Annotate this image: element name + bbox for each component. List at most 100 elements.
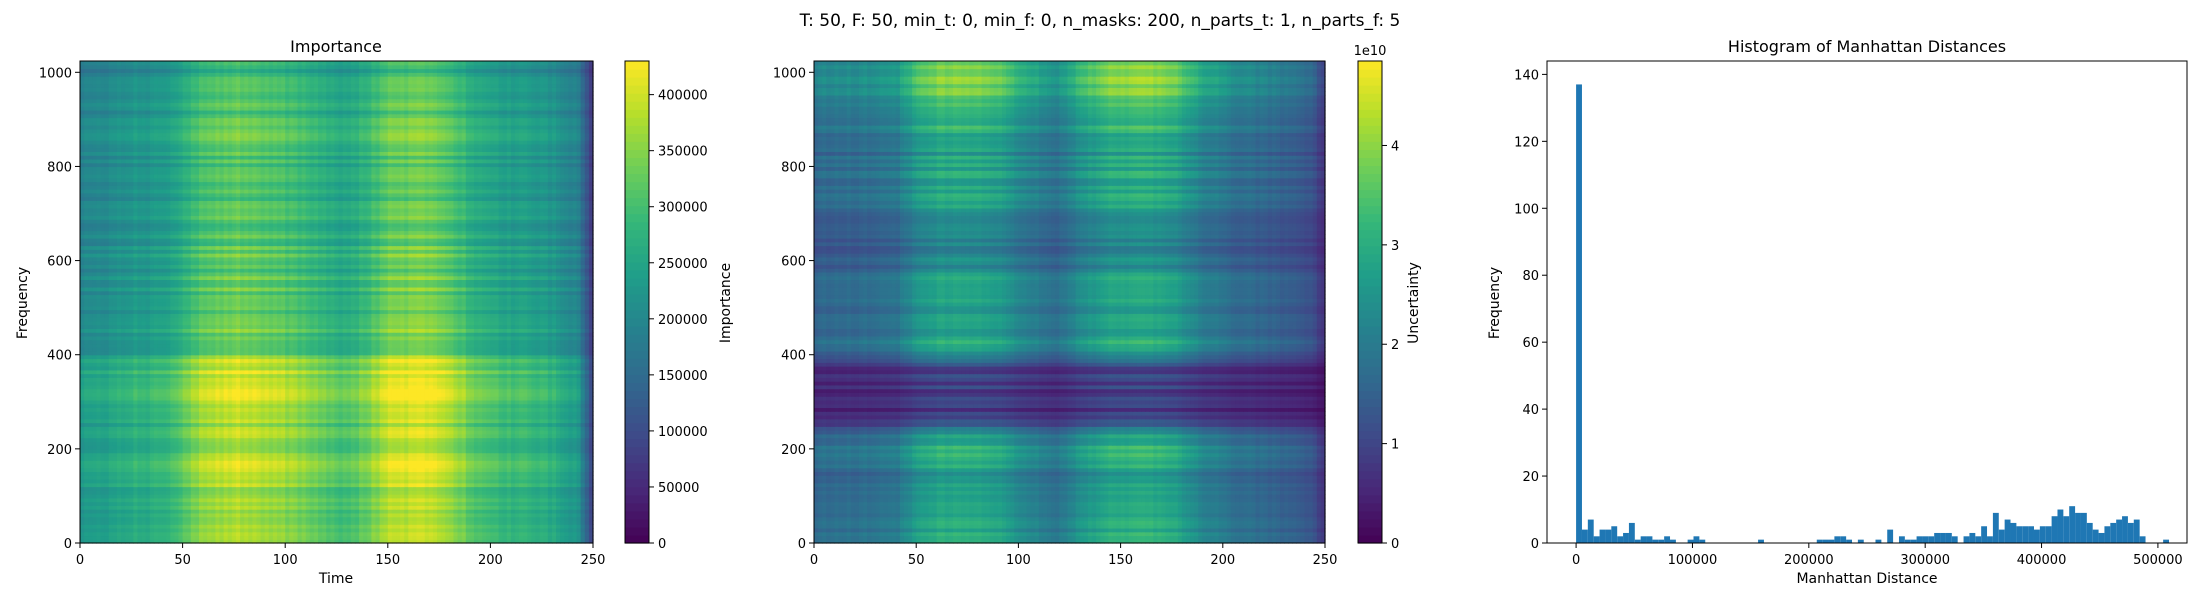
importance-heatmap-cell [502,520,508,525]
importance-heatmap-cell [223,531,229,537]
importance-heatmap-cell [313,516,319,522]
importance-heatmap-cell [305,516,311,522]
importance-heatmap-cell [354,392,360,397]
importance-heatmap-cell [588,399,594,405]
importance-heatmap-cell [268,411,274,416]
importance-heatmap-cell [564,452,569,457]
importance-heatmap-cell [100,486,106,491]
importance-heatmap-cell [420,426,426,431]
importance-heatmap-cell [309,535,315,540]
importance-heatmap-cell [84,524,89,529]
importance-heatmap-cell [248,531,253,537]
importance-heatmap-cell [256,501,262,506]
importance-heatmap-cell [293,392,299,397]
importance-heatmap-cell [235,539,241,544]
importance-heatmap-cell [326,494,331,499]
importance-heatmap-cell [404,524,409,529]
importance-heatmap-cell [268,430,274,435]
importance-heatmap-cell [112,482,118,488]
importance-heatmap-cell [194,463,200,469]
importance-heatmap-cell [133,520,139,525]
importance-heatmap-cell [330,524,336,529]
importance-heatmap-cell [215,539,221,544]
importance-heatmap-cell [293,437,299,442]
importance-heatmap-cell [424,505,430,510]
importance-heatmap-cell [276,490,282,495]
importance-heatmap-cell [313,478,319,484]
importance-heatmap-cell [141,433,147,439]
importance-heatmap-cell [482,392,487,397]
importance-heatmap-cell [547,396,553,401]
importance-heatmap-cell [305,531,311,537]
importance-heatmap-cell [568,407,574,412]
importance-heatmap-cell [227,411,233,416]
importance-heatmap-cell [469,471,475,476]
importance-heatmap-cell [551,399,557,405]
importance-heatmap-cell [342,535,348,540]
importance-heatmap-cell [535,414,541,420]
importance-heatmap-cell [289,520,294,525]
importance-heatmap-cell [408,494,414,499]
importance-heatmap-cell [580,426,586,431]
importance-heatmap-cell [330,448,336,454]
importance-heatmap-cell [383,448,389,454]
importance-heatmap-cell [576,399,582,405]
importance-heatmap-cell [473,482,479,488]
importance-heatmap-cell [248,535,253,540]
importance-heatmap-cell [80,456,85,461]
importance-heatmap-cell [207,448,212,454]
importance-heatmap-cell [125,520,130,525]
importance-heatmap-cell [293,411,299,416]
importance-heatmap-cell [133,399,139,405]
importance-heatmap-cell [416,418,422,424]
importance-heatmap-cell [391,399,397,405]
importance-heatmap-cell [305,437,311,442]
importance-heatmap-cell [379,407,385,412]
importance-heatmap-cell [326,516,331,522]
importance-heatmap-cell [318,516,323,522]
importance-heatmap-cell [588,486,594,491]
importance-heatmap-cell [203,418,208,424]
importance-heatmap-cell [371,505,377,510]
importance-heatmap-cell [539,539,545,544]
importance-heatmap-cell [506,478,512,484]
importance-heatmap-cell [334,494,340,499]
importance-heatmap-cell [207,456,212,461]
importance-heatmap-cell [129,396,134,401]
importance-heatmap-cell [244,512,249,518]
importance-heatmap-cell [157,505,163,510]
importance-heatmap-cell [252,430,258,435]
importance-heatmap-cell [502,392,508,397]
importance-heatmap-cell [416,520,422,525]
importance-heatmap-cell [453,490,459,495]
importance-heatmap-cell [137,426,143,431]
importance-heatmap-cell [223,418,229,424]
importance-heatmap-cell [272,437,278,442]
importance-heatmap-cell [350,445,356,450]
importance-heatmap-cell [453,505,459,510]
importance-heatmap-cell [326,505,331,510]
importance-heatmap-cell [178,448,184,454]
importance-heatmap-cell [133,426,139,431]
importance-heatmap-cell [92,527,98,533]
importance-heatmap-cell [289,414,294,420]
importance-heatmap-cell [190,501,196,506]
importance-heatmap-cell [240,490,245,495]
importance-heatmap-cell [490,399,496,405]
importance-heatmap-cell [199,422,204,427]
importance-heatmap-cell [342,460,348,465]
importance-heatmap-cell [519,516,524,522]
importance-heatmap-cell [539,445,545,450]
importance-heatmap-cell [104,524,110,529]
importance-heatmap-cell [543,524,549,529]
importance-heatmap-cell [153,407,159,412]
importance-heatmap-cell [515,426,520,431]
importance-heatmap-cell [572,494,578,499]
importance-heatmap-cell [543,433,549,439]
importance-heatmap-cell [445,392,450,397]
importance-heatmap-cell [100,414,106,420]
importance-heatmap-cell [297,475,303,480]
importance-heatmap-cell [293,396,299,401]
importance-heatmap-cell [375,524,381,529]
importance-heatmap-cell [342,524,348,529]
